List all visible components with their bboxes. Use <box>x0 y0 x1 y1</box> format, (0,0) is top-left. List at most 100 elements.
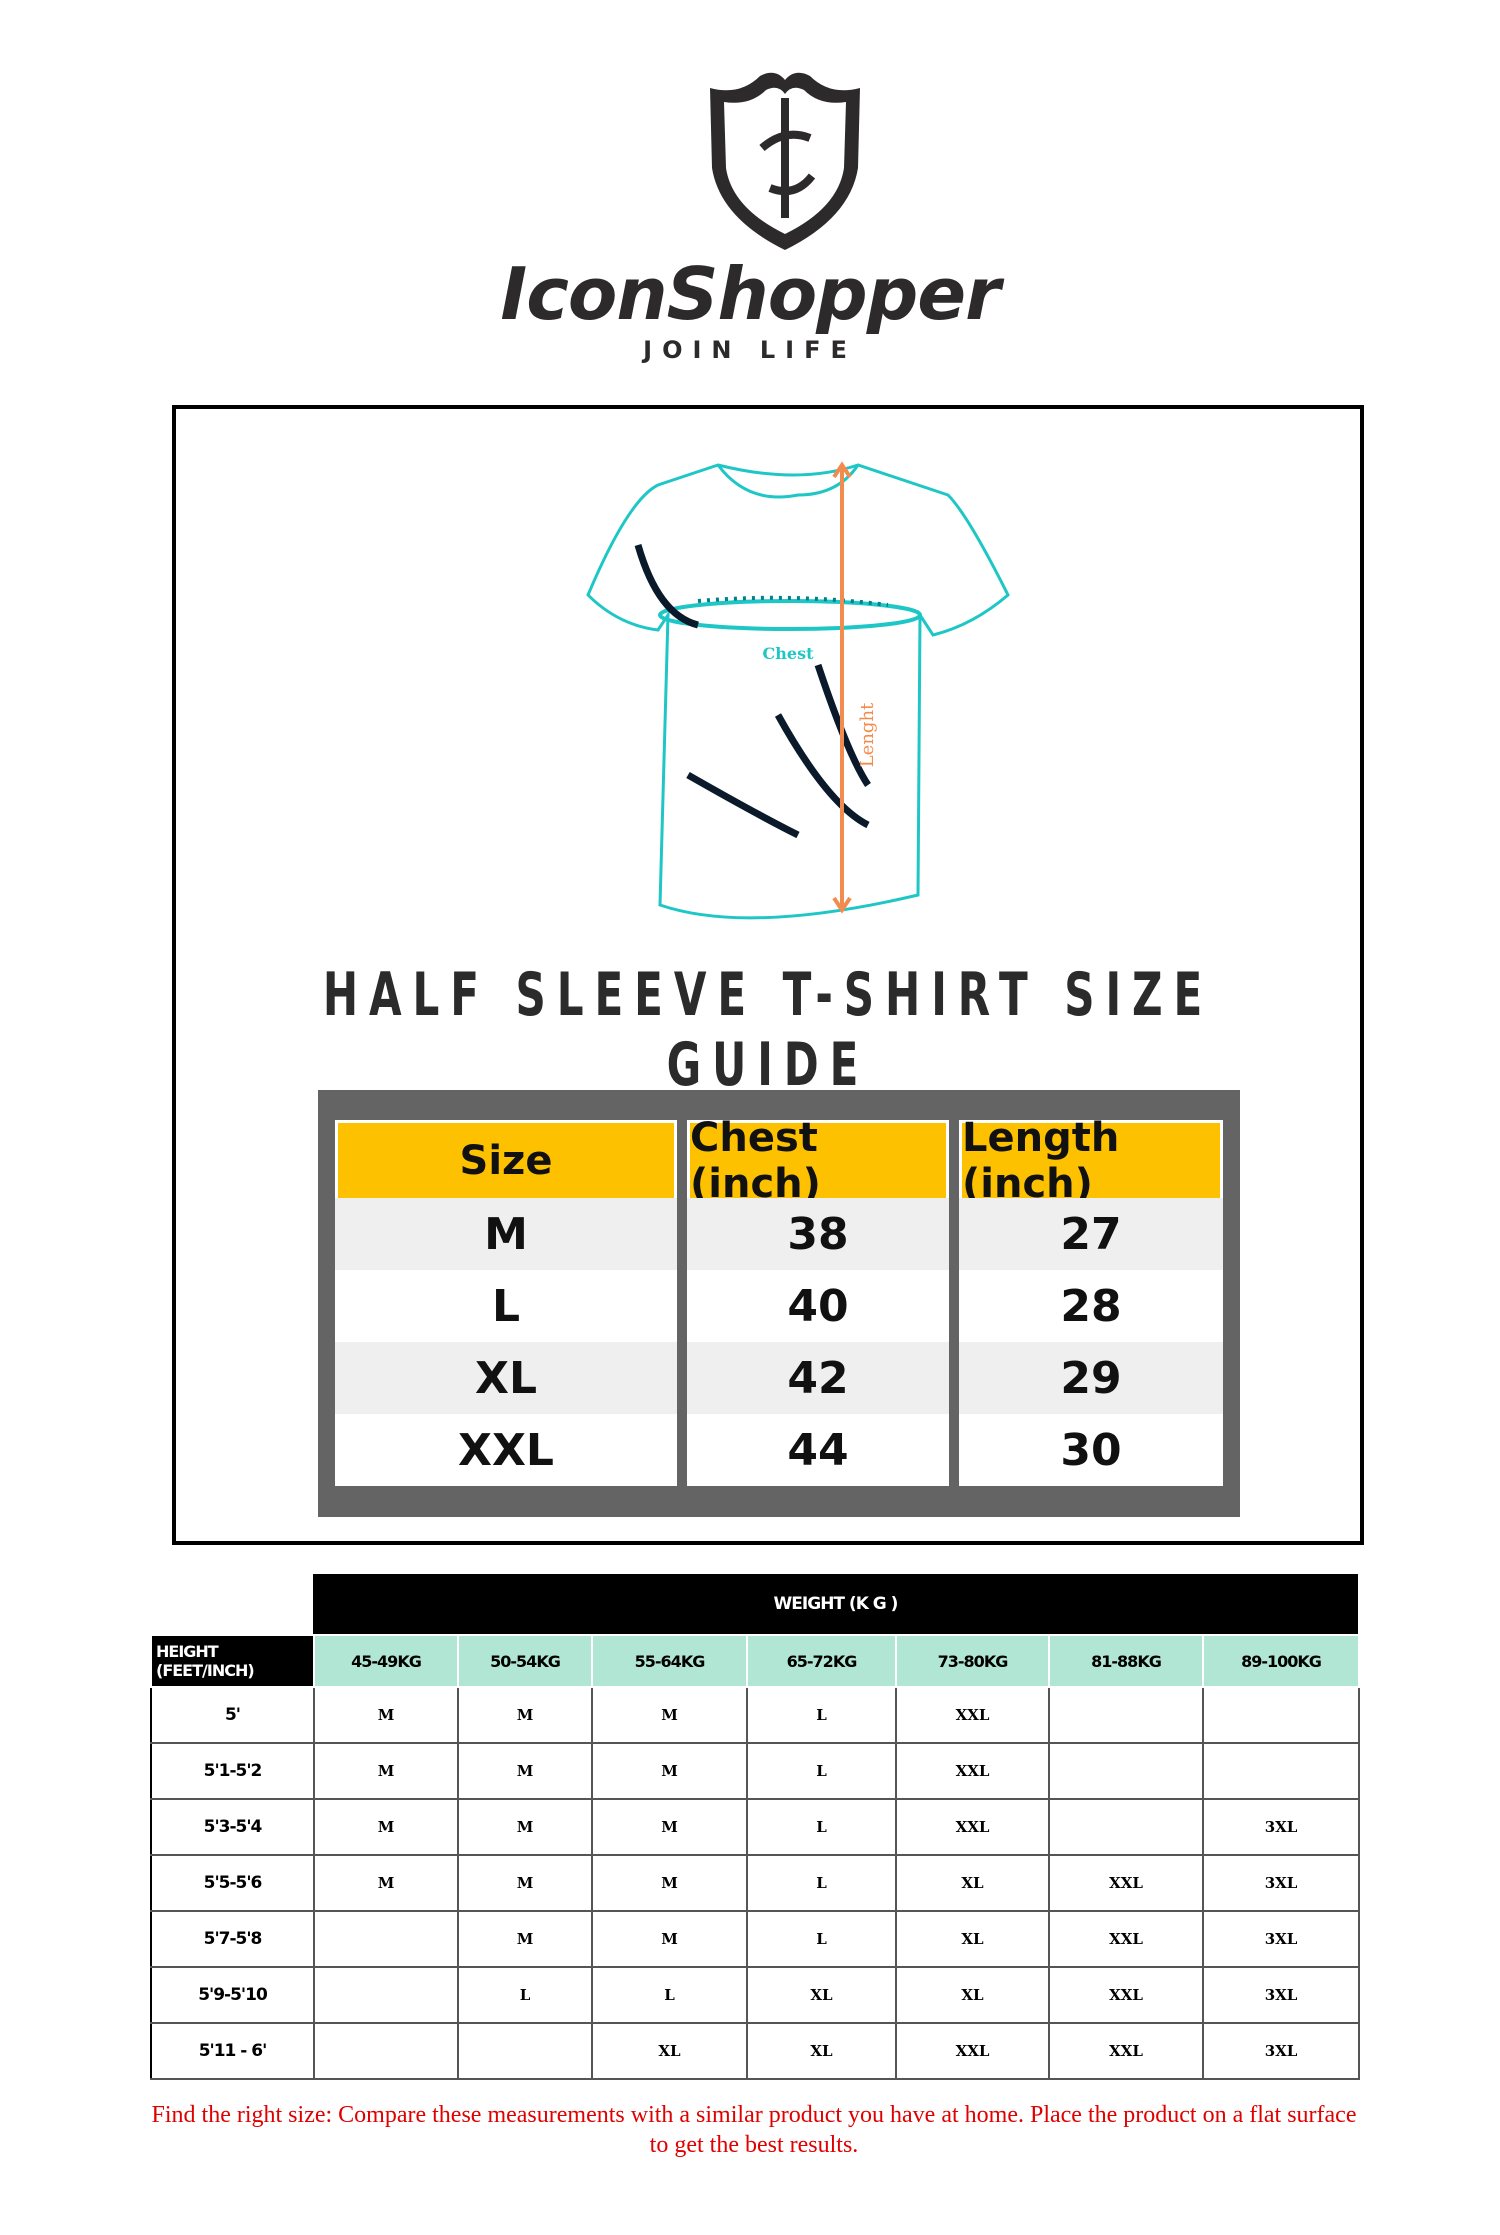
length-column: Length (inch) 27 28 29 30 <box>959 1115 1223 1489</box>
size-recommendation-cell: M <box>313 1742 459 1800</box>
size-recommendation-cell <box>1048 1742 1204 1800</box>
shield-logo-icon <box>710 72 860 250</box>
size-recommendation-cell: M <box>457 1854 593 1912</box>
table-row: 5' M M M L XXL <box>150 1686 1360 1744</box>
size-recommendation-cell: XXL <box>1048 1854 1204 1912</box>
size-recommendation-cell: L <box>591 1966 748 2024</box>
size-recommendation-cell: 3XL <box>1202 1798 1360 1856</box>
size-recommendation-cell: XXL <box>1048 2022 1204 2080</box>
size-recommendation-cell: XXL <box>895 1742 1050 1800</box>
size-recommendation-cell <box>1048 1686 1204 1744</box>
size-column: Size M L XL XXL <box>335 1120 677 1489</box>
size-recommendation-cell: L <box>746 1742 897 1800</box>
chest-header: Chest (inch) <box>687 1115 949 1207</box>
size-recommendation-cell: M <box>457 1910 593 1968</box>
size-recommendation-cell: XXL <box>1048 1910 1204 1968</box>
table-row: 5'11 - 6' XL XL XXL XXL 3XL <box>150 2022 1360 2080</box>
length-cell: 29 <box>959 1342 1223 1414</box>
table-row: 5'5-5'6 M M M L XL XXL 3XL <box>150 1854 1360 1912</box>
size-recommendation-cell: XXL <box>895 1686 1050 1744</box>
size-recommendation-cell: M <box>591 1686 748 1744</box>
brand-tagline: JOIN LIFE <box>643 336 857 364</box>
height-cell: 5' <box>150 1686 315 1744</box>
size-recommendation-cell: M <box>457 1742 593 1800</box>
tshirt-diagram: Chest Lenght <box>586 461 1010 920</box>
size-recommendation-cell: M <box>313 1686 459 1744</box>
size-recommendation-cell <box>1048 1798 1204 1856</box>
length-cell: 30 <box>959 1414 1223 1486</box>
size-recommendation-cell: M <box>457 1686 593 1744</box>
height-cell: 5'11 - 6' <box>150 2022 315 2080</box>
fit-note: Find the right size: Compare these measu… <box>151 2102 1357 2158</box>
weight-column-header: 89-100KG <box>1202 1634 1360 1688</box>
size-recommendation-cell: 3XL <box>1202 1854 1360 1912</box>
chest-cell: 40 <box>687 1270 949 1342</box>
weight-header: WEIGHT (K G ) <box>313 1574 1358 1634</box>
table-row: 5'3-5'4 M M M L XXL 3XL <box>150 1798 1360 1856</box>
size-recommendation-cell: M <box>313 1854 459 1912</box>
size-recommendation-cell: L <box>746 1798 897 1856</box>
weight-column-header: 81-88KG <box>1048 1634 1204 1688</box>
size-recommendation-cell: XL <box>591 2022 748 2080</box>
size-recommendation-cell: XXL <box>895 1798 1050 1856</box>
length-header: Length (inch) <box>959 1115 1223 1207</box>
weight-column-header: 50-54KG <box>457 1634 593 1688</box>
size-recommendation-cell <box>313 1910 459 1968</box>
size-recommendation-cell <box>457 2022 593 2080</box>
size-guide-frame <box>172 405 1364 1545</box>
chest-cell: 44 <box>687 1414 949 1486</box>
size-cell: XXL <box>335 1414 677 1486</box>
chest-column: Chest (inch) 38 40 42 44 <box>687 1115 949 1489</box>
weight-column-header: 73-80KG <box>895 1634 1050 1688</box>
size-cell: M <box>335 1198 677 1270</box>
height-cell: 5'9-5'10 <box>150 1966 315 2024</box>
table-row: 5'1-5'2 M M M L XXL <box>150 1742 1360 1800</box>
height-cell: 5'3-5'4 <box>150 1798 315 1856</box>
size-recommendation-cell: XL <box>895 1854 1050 1912</box>
size-recommendation-cell: M <box>591 1854 748 1912</box>
size-recommendation-cell: M <box>591 1742 748 1800</box>
size-cell: XL <box>335 1342 677 1414</box>
brand-name: IconShopper <box>500 252 1000 336</box>
size-recommendation-cell <box>1202 1686 1360 1744</box>
weight-column-header: 55-64KG <box>591 1634 748 1688</box>
size-recommendation-cell: L <box>746 1686 897 1744</box>
size-recommendation-cell: L <box>746 1910 897 1968</box>
size-recommendation-cell: 3XL <box>1202 1966 1360 2024</box>
table-row: 5'7-5'8 M M L XL XXL 3XL <box>150 1910 1360 1968</box>
size-header: Size <box>335 1120 677 1198</box>
height-cell: 5'5-5'6 <box>150 1854 315 1912</box>
height-cell: 5'1-5'2 <box>150 1742 315 1800</box>
size-recommendation-cell: XL <box>746 2022 897 2080</box>
size-recommendation-cell: M <box>591 1798 748 1856</box>
size-recommendation-cell: XXL <box>895 2022 1050 2080</box>
weight-column-header: 45-49KG <box>313 1634 459 1688</box>
size-recommendation-cell: XXL <box>1048 1966 1204 2024</box>
size-recommendation-cell <box>1202 1742 1360 1800</box>
size-chart-table: Size M L XL XXL Chest (inch) 38 40 42 44… <box>318 1090 1240 1517</box>
chest-cell: 42 <box>687 1342 949 1414</box>
size-recommendation-cell: XL <box>746 1966 897 2024</box>
size-recommendation-cell: 3XL <box>1202 1910 1360 1968</box>
chest-cell: 38 <box>687 1198 949 1270</box>
height-header: HEIGHT (FEET/INCH) <box>150 1634 315 1688</box>
size-recommendation-cell: L <box>457 1966 593 2024</box>
size-recommendation-cell <box>313 1966 459 2024</box>
size-recommendation-cell: M <box>591 1910 748 1968</box>
chest-label: Chest <box>763 644 815 663</box>
size-recommendation-cell: M <box>457 1798 593 1856</box>
size-recommendation-cell: XL <box>895 1910 1050 1968</box>
length-cell: 28 <box>959 1270 1223 1342</box>
weight-column-header: 65-72KG <box>746 1634 897 1688</box>
size-recommendation-cell: L <box>746 1854 897 1912</box>
size-recommendation-cell: 3XL <box>1202 2022 1360 2080</box>
size-recommendation-cell: M <box>313 1798 459 1856</box>
length-label: Lenght <box>857 702 878 767</box>
tshirt-outline <box>586 463 1010 920</box>
length-cell: 27 <box>959 1198 1223 1270</box>
size-recommendation-cell <box>313 2022 459 2080</box>
size-cell: L <box>335 1270 677 1342</box>
guide-title: HALF SLEEVE T-SHIRT SIZE GUIDE <box>322 960 1214 1100</box>
table-row: 5'9-5'10 L L XL XL XXL 3XL <box>150 1966 1360 2024</box>
height-cell: 5'7-5'8 <box>150 1910 315 1968</box>
